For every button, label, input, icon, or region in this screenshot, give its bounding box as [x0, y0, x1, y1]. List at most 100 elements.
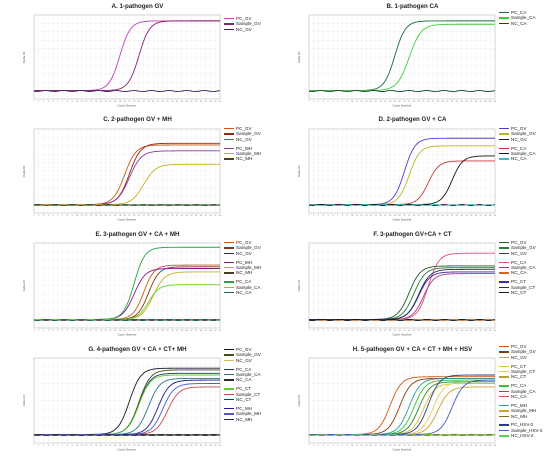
- legend-label: Sample_CA: [511, 151, 536, 157]
- legend-label: NC_MH: [236, 270, 253, 276]
- legend-item: NC_GV: [224, 27, 261, 32]
- legend-swatch: [499, 424, 509, 426]
- legend-label: Sample_MH: [236, 151, 262, 157]
- legend-swatch: [224, 23, 234, 25]
- legend-item: PC_CA: [224, 367, 261, 372]
- legend-swatch: [224, 153, 234, 155]
- x-tick-label: 30: [171, 215, 174, 217]
- x-tick-label: 12: [85, 330, 88, 332]
- x-tick-label: 40: [494, 101, 497, 103]
- legend-item: NC_GV: [224, 137, 261, 142]
- legend-item: PC_MH: [224, 260, 261, 265]
- series-line: [33, 318, 221, 321]
- legend-label: PC_CA: [236, 366, 252, 372]
- legend-item: Sample_MH: [224, 411, 261, 416]
- x-tick-label: 34: [190, 215, 193, 217]
- x-tick-label: 6: [332, 215, 334, 217]
- legend-swatch: [499, 267, 509, 269]
- x-tick-label: 33: [460, 445, 463, 447]
- x-tick-label: 12: [85, 445, 88, 447]
- x-tick-label: 29: [441, 215, 444, 217]
- legend-label: PC_CT: [511, 363, 527, 369]
- x-tick-label: 34: [465, 445, 468, 447]
- x-tick-label: 32: [181, 445, 184, 447]
- x-tick-label: 11: [356, 330, 359, 332]
- legend-label: Sample_CA: [236, 372, 261, 378]
- x-tick-label: 28: [437, 101, 440, 103]
- legend-swatch: [499, 346, 509, 348]
- x-tick-label: 17: [384, 445, 387, 447]
- x-tick-label: 4: [48, 215, 50, 217]
- legend-item: PC_CA: [499, 383, 542, 388]
- legend-item: Sample_CA: [224, 285, 261, 290]
- x-tick-label: 1: [308, 101, 310, 103]
- x-tick-label: 15: [375, 445, 378, 447]
- series-line: [34, 163, 220, 206]
- legend-swatch: [499, 12, 509, 14]
- x-tick-label: 17: [384, 215, 387, 217]
- legend-swatch: [224, 407, 234, 410]
- legend-item: PC_CT: [499, 279, 536, 284]
- chart-title: B. 1-pathogen CA: [386, 3, 439, 10]
- x-tick-label: 6: [57, 101, 59, 103]
- x-axis-label: Cycle Number: [117, 448, 136, 452]
- x-tick-label: 7: [337, 101, 339, 103]
- series-line: [308, 318, 496, 321]
- x-tick-label: 9: [347, 330, 349, 332]
- legend-item: Sample_CA: [499, 15, 536, 20]
- series-line: [33, 204, 221, 206]
- x-tick-label: 12: [360, 215, 363, 217]
- x-tick-label: 13: [365, 445, 368, 447]
- series-line: [308, 204, 496, 206]
- x-tick-label: 22: [408, 215, 411, 217]
- x-tick-label: 34: [465, 215, 468, 217]
- legend-label: PC_CA: [511, 145, 527, 151]
- legend-swatch: [224, 349, 234, 351]
- x-tick-label: 27: [432, 215, 435, 217]
- x-tick-label: 5: [327, 330, 329, 332]
- x-tick-label: 18: [389, 215, 392, 217]
- legend-label: Sample_CA: [511, 388, 536, 394]
- x-tick-label: 7: [62, 101, 64, 103]
- legend-item: Sample_CA: [499, 389, 542, 394]
- legend-label: Sample_MH: [236, 265, 262, 271]
- x-tick-label: 5: [327, 215, 329, 217]
- x-tick-label: 12: [85, 215, 88, 217]
- legend-swatch: [499, 385, 509, 387]
- legend-item: NC_CA: [499, 270, 536, 275]
- x-tick-label: 24: [417, 330, 420, 332]
- x-tick-label: 9: [72, 101, 74, 103]
- x-tick-label: 16: [104, 215, 107, 217]
- legend-label: NC_MH: [236, 156, 253, 162]
- x-tick-label: 8: [67, 445, 69, 447]
- x-tick-label: 37: [479, 330, 482, 332]
- x-tick-label: 17: [384, 330, 387, 332]
- x-tick-label: 33: [185, 215, 188, 217]
- x-axis-label: Cycle Number: [117, 218, 136, 222]
- x-tick-label: 28: [162, 215, 165, 217]
- legend-label: PC_CA: [236, 279, 252, 285]
- x-tick-label: 14: [95, 330, 98, 332]
- chart-legend: PC_GV Sample_GV NC_GV PC_MH Sample_MH NC_MH PC…: [224, 240, 261, 295]
- x-tick-label: 3: [43, 330, 45, 332]
- legend-swatch: [499, 371, 509, 373]
- legend-item: Sample_CA: [499, 151, 536, 156]
- legend-swatch: [224, 281, 234, 283]
- x-tick-label: 30: [171, 330, 174, 332]
- x-tick-label: 40: [494, 445, 497, 447]
- legend-label: PC_CA: [511, 259, 527, 265]
- x-tick-label: 18: [114, 101, 117, 103]
- legend-swatch: [224, 374, 234, 376]
- x-tick-label: 4: [48, 101, 50, 103]
- legend-swatch: [499, 22, 509, 25]
- legend-item: NC_CA: [224, 290, 261, 295]
- x-tick-label: 37: [204, 101, 207, 103]
- x-tick-label: 35: [470, 101, 473, 103]
- chart-legend: PC_GV Sample_GV NC_GV PC_CA Sample_CA NC_CA: [499, 126, 536, 162]
- x-tick-label: 5: [52, 215, 54, 217]
- x-tick-label: 39: [489, 101, 492, 103]
- x-tick-label: 17: [384, 101, 387, 103]
- panel-d: D. 2-pathogen GV + CA 1 2 3 4 5 6 7 8 9 10 11 12 13 1…: [275, 114, 550, 228]
- x-tick-label: 6: [332, 101, 334, 103]
